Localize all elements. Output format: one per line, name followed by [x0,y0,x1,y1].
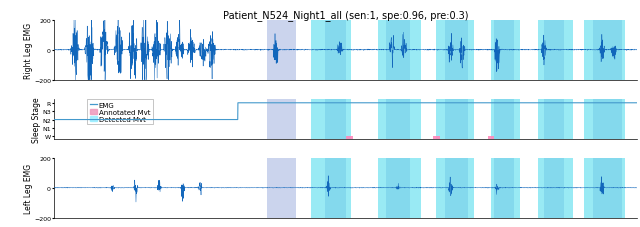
Bar [346,136,353,139]
Y-axis label: Right Leg EMG: Right Leg EMG [24,22,33,78]
Bar [494,99,515,139]
Bar [310,99,351,139]
Bar [538,99,573,139]
Y-axis label: Sleep Stage: Sleep Stage [32,96,41,142]
Bar [494,20,515,81]
Bar [267,158,296,218]
Bar [436,99,474,139]
Bar [433,136,440,139]
Bar [492,20,520,81]
Bar [378,158,421,218]
Bar [445,20,468,81]
Bar [488,136,494,139]
Bar [492,99,520,139]
Bar [387,158,410,218]
Bar [445,158,468,218]
Bar [494,158,515,218]
Bar [325,99,346,139]
Bar [325,20,346,81]
Title: Patient_N524_Night1_all (sen:1, spe:0.96, pre:0.3): Patient_N524_Night1_all (sen:1, spe:0.96… [223,10,468,20]
Bar [436,20,474,81]
Bar [310,20,351,81]
Bar [543,158,564,218]
Bar [543,20,564,81]
Bar [387,20,410,81]
Bar [378,99,421,139]
Bar [584,20,625,81]
Bar [325,158,346,218]
Bar [387,99,410,139]
Y-axis label: Left Leg EMG: Left Leg EMG [24,163,33,213]
Bar [543,99,564,139]
Bar [593,158,622,218]
Bar [378,20,421,81]
Bar [267,99,296,139]
Bar [492,158,520,218]
Bar [593,99,622,139]
Bar [593,20,622,81]
Bar [584,99,625,139]
Bar [310,158,351,218]
Bar [584,158,625,218]
Bar [267,20,296,81]
Bar [445,99,468,139]
Legend: EMG, Annotated Mvt, Detected Mvt: EMG, Annotated Mvt, Detected Mvt [87,99,153,125]
Bar [436,158,474,218]
Bar [538,158,573,218]
Bar [538,20,573,81]
